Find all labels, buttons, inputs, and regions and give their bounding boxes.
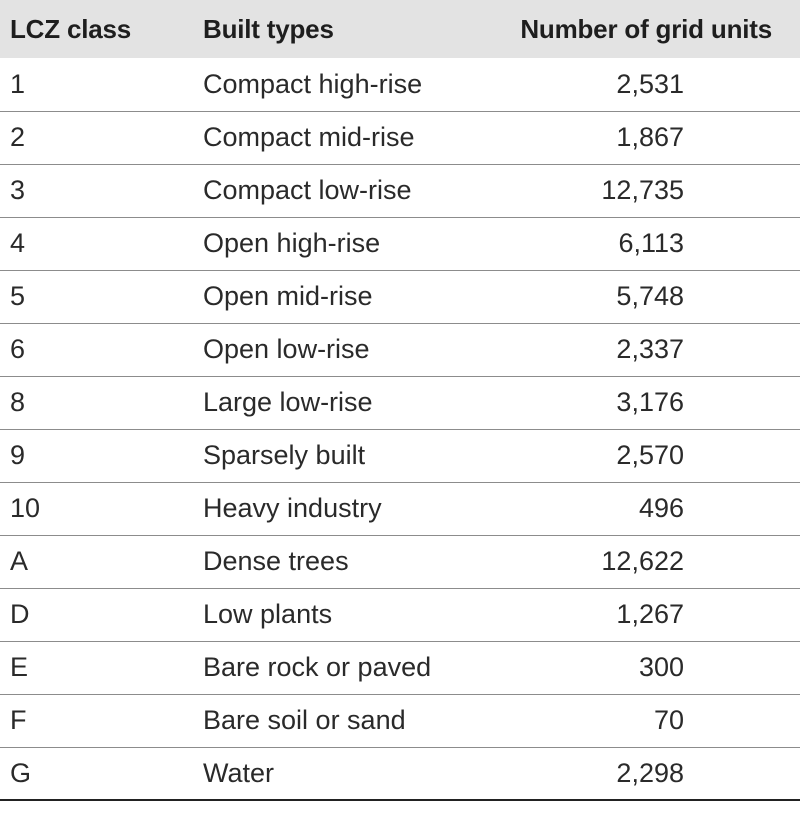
cell-lcz-class: 10	[10, 493, 41, 523]
cell-grid-units: 70	[653, 705, 684, 735]
table-row: F Bare soil or sand 70	[0, 694, 800, 747]
table-row: 6 Open low-rise 2,337	[0, 323, 800, 376]
cell-grid-units: 300	[638, 652, 684, 682]
table-row: A Dense trees 12,622	[0, 535, 800, 588]
table-row: 1 Compact high-rise 2,531	[0, 58, 800, 111]
cell-lcz-class: 3	[10, 175, 26, 205]
cell-built-type: Open mid-rise	[203, 281, 373, 311]
table-row: 4 Open high-rise 6,113	[0, 217, 800, 270]
cell-grid-units: 3,176	[616, 387, 684, 417]
table-row: G Water 2,298	[0, 747, 800, 800]
header-grid-units: Number of grid units	[520, 13, 772, 44]
cell-built-type: Water	[203, 757, 275, 788]
cell-built-type: Compact low-rise	[203, 175, 412, 205]
cell-lcz-class: F	[10, 705, 27, 735]
cell-grid-units: 2,298	[616, 757, 684, 788]
cell-grid-units: 5,748	[616, 281, 684, 311]
cell-built-type: Low plants	[203, 599, 333, 629]
cell-grid-units: 6,113	[618, 228, 684, 258]
cell-lcz-class: 5	[10, 281, 26, 311]
cell-built-type: Bare rock or paved	[203, 652, 432, 682]
table-row: 8 Large low-rise 3,176	[0, 376, 800, 429]
header-lcz-class: LCZ class	[10, 13, 132, 44]
cell-lcz-class: D	[10, 599, 30, 629]
cell-grid-units: 1,267	[616, 599, 684, 629]
cell-lcz-class: 6	[10, 334, 26, 364]
cell-built-type: Open high-rise	[203, 228, 381, 258]
cell-grid-units: 12,735	[601, 175, 684, 205]
cell-grid-units: 1,867	[616, 122, 684, 152]
cell-grid-units: 2,337	[616, 334, 684, 364]
cell-lcz-class: 8	[10, 387, 26, 417]
cell-lcz-class: G	[10, 757, 32, 788]
cell-grid-units: 496	[638, 493, 684, 523]
cell-grid-units: 12,622	[601, 546, 684, 576]
table-row: 3 Compact low-rise 12,735	[0, 164, 800, 217]
cell-lcz-class: A	[10, 546, 29, 576]
table-row: E Bare rock or paved 300	[0, 641, 800, 694]
table-body: 1 Compact high-rise 2,531 2 Compact mid-…	[0, 58, 800, 800]
table-row: 10 Heavy industry 496	[0, 482, 800, 535]
cell-grid-units: 2,570	[616, 440, 684, 470]
table-row: 5 Open mid-rise 5,748	[0, 270, 800, 323]
cell-grid-units: 2,531	[616, 68, 684, 99]
cell-built-type: Heavy industry	[203, 493, 382, 523]
cell-built-type: Compact mid-rise	[203, 122, 415, 152]
cell-built-type: Sparsely built	[203, 440, 366, 470]
cell-lcz-class: 2	[10, 122, 26, 152]
cell-built-type: Bare soil or sand	[203, 705, 406, 735]
cell-lcz-class: 9	[10, 440, 26, 470]
header-row: LCZ class Built types Number of grid uni…	[0, 0, 800, 58]
table-row: 2 Compact mid-rise 1,867	[0, 111, 800, 164]
header-built-types: Built types	[203, 13, 334, 44]
table-row: 9 Sparsely built 2,570	[0, 429, 800, 482]
cell-built-type: Compact high-rise	[203, 68, 423, 99]
table-row: D Low plants 1,267	[0, 588, 800, 641]
cell-lcz-class: E	[10, 652, 29, 682]
cell-built-type: Dense trees	[203, 546, 349, 576]
cell-built-type: Large low-rise	[203, 387, 373, 417]
cell-built-type: Open low-rise	[203, 334, 370, 364]
cell-lcz-class: 1	[10, 68, 26, 99]
table-header: LCZ class Built types Number of grid uni…	[0, 0, 800, 58]
cell-lcz-class: 4	[10, 228, 26, 258]
